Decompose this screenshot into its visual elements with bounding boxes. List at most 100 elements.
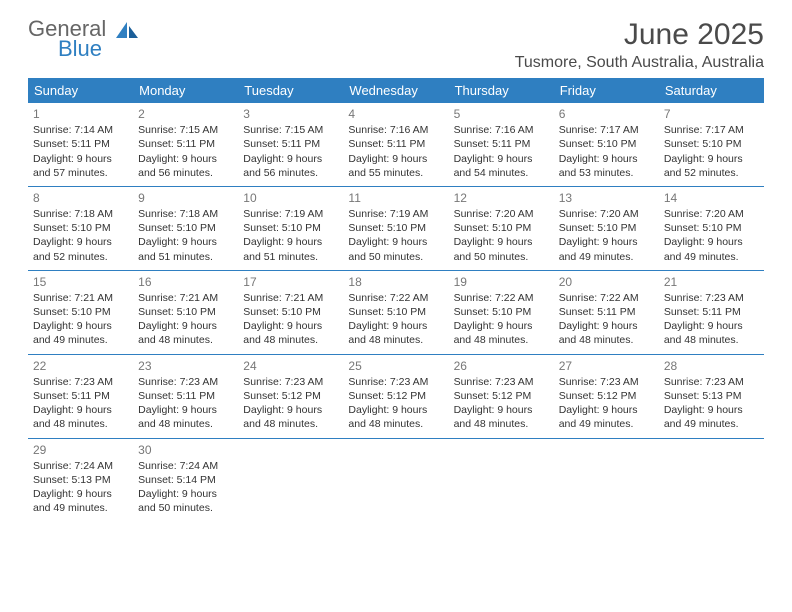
weekday-header: Saturday [659,78,764,103]
location: Tusmore, South Australia, Australia [515,54,764,72]
daylight-text: Daylight: 9 hours [664,403,759,417]
daylight-text: Daylight: 9 hours [243,403,338,417]
day-number: 20 [559,274,654,290]
daylight-text: Daylight: 9 hours [138,235,233,249]
day-number: 4 [348,106,443,122]
daylight-text: and 48 minutes. [138,417,233,431]
day-cell: 18Sunrise: 7:22 AMSunset: 5:10 PMDayligh… [343,271,448,354]
weekday-header: Friday [554,78,659,103]
sunset-text: Sunset: 5:11 PM [138,137,233,151]
daylight-text: Daylight: 9 hours [664,235,759,249]
day-number: 10 [243,190,338,206]
daylight-text: and 48 minutes. [664,333,759,347]
sunset-text: Sunset: 5:10 PM [664,137,759,151]
day-cell: 22Sunrise: 7:23 AMSunset: 5:11 PMDayligh… [28,355,133,438]
day-number: 9 [138,190,233,206]
calendar-page: General Blue June 2025 Tusmore, South Au… [0,0,792,531]
day-number: 8 [33,190,128,206]
day-number: 5 [454,106,549,122]
daylight-text: Daylight: 9 hours [33,152,128,166]
sunset-text: Sunset: 5:11 PM [138,389,233,403]
sunrise-text: Sunrise: 7:23 AM [243,375,338,389]
daylight-text: Daylight: 9 hours [664,319,759,333]
daylight-text: and 54 minutes. [454,166,549,180]
header: General Blue June 2025 Tusmore, South Au… [28,18,764,72]
day-cell [449,439,554,522]
day-cell: 3Sunrise: 7:15 AMSunset: 5:11 PMDaylight… [238,103,343,186]
sunset-text: Sunset: 5:10 PM [138,221,233,235]
sunset-text: Sunset: 5:10 PM [559,137,654,151]
day-cell [554,439,659,522]
day-number: 23 [138,358,233,374]
sunrise-text: Sunrise: 7:23 AM [664,291,759,305]
day-cell: 19Sunrise: 7:22 AMSunset: 5:10 PMDayligh… [449,271,554,354]
sunrise-text: Sunrise: 7:22 AM [454,291,549,305]
sunset-text: Sunset: 5:11 PM [454,137,549,151]
sunset-text: Sunset: 5:12 PM [559,389,654,403]
daylight-text: Daylight: 9 hours [454,152,549,166]
day-number: 27 [559,358,654,374]
day-number: 24 [243,358,338,374]
day-cell: 5Sunrise: 7:16 AMSunset: 5:11 PMDaylight… [449,103,554,186]
sunset-text: Sunset: 5:10 PM [348,305,443,319]
day-cell: 16Sunrise: 7:21 AMSunset: 5:10 PMDayligh… [133,271,238,354]
day-cell [238,439,343,522]
day-number: 22 [33,358,128,374]
sunrise-text: Sunrise: 7:23 AM [348,375,443,389]
daylight-text: and 48 minutes. [243,333,338,347]
day-number: 11 [348,190,443,206]
sunrise-text: Sunrise: 7:15 AM [138,123,233,137]
daylight-text: Daylight: 9 hours [348,319,443,333]
sunset-text: Sunset: 5:11 PM [33,389,128,403]
daylight-text: and 50 minutes. [454,250,549,264]
daylight-text: Daylight: 9 hours [138,403,233,417]
weekday-header: Thursday [449,78,554,103]
daylight-text: and 48 minutes. [138,333,233,347]
sunrise-text: Sunrise: 7:18 AM [138,207,233,221]
day-number: 16 [138,274,233,290]
brand-logo: General Blue [28,18,138,60]
day-cell: 13Sunrise: 7:20 AMSunset: 5:10 PMDayligh… [554,187,659,270]
daylight-text: and 48 minutes. [348,417,443,431]
sunrise-text: Sunrise: 7:17 AM [559,123,654,137]
sunrise-text: Sunrise: 7:22 AM [559,291,654,305]
day-number: 12 [454,190,549,206]
sunset-text: Sunset: 5:10 PM [664,221,759,235]
daylight-text: Daylight: 9 hours [454,319,549,333]
day-cell: 23Sunrise: 7:23 AMSunset: 5:11 PMDayligh… [133,355,238,438]
sunrise-text: Sunrise: 7:21 AM [138,291,233,305]
weekday-header: Sunday [28,78,133,103]
week-row: 1Sunrise: 7:14 AMSunset: 5:11 PMDaylight… [28,103,764,186]
sunset-text: Sunset: 5:10 PM [559,221,654,235]
sunset-text: Sunset: 5:10 PM [454,305,549,319]
sunset-text: Sunset: 5:10 PM [454,221,549,235]
day-cell: 6Sunrise: 7:17 AMSunset: 5:10 PMDaylight… [554,103,659,186]
sunset-text: Sunset: 5:13 PM [33,473,128,487]
day-number: 2 [138,106,233,122]
day-number: 29 [33,442,128,458]
day-cell: 26Sunrise: 7:23 AMSunset: 5:12 PMDayligh… [449,355,554,438]
sunrise-text: Sunrise: 7:24 AM [33,459,128,473]
sunrise-text: Sunrise: 7:14 AM [33,123,128,137]
sunrise-text: Sunrise: 7:16 AM [348,123,443,137]
sail-icon [116,22,138,38]
sunrise-text: Sunrise: 7:21 AM [33,291,128,305]
sunrise-text: Sunrise: 7:20 AM [559,207,654,221]
sunrise-text: Sunrise: 7:23 AM [454,375,549,389]
day-cell: 1Sunrise: 7:14 AMSunset: 5:11 PMDaylight… [28,103,133,186]
calendar-table: Sunday Monday Tuesday Wednesday Thursday… [28,78,764,521]
daylight-text: Daylight: 9 hours [33,403,128,417]
daylight-text: and 52 minutes. [33,250,128,264]
daylight-text: and 49 minutes. [33,501,128,515]
weekday-header: Wednesday [343,78,448,103]
sunset-text: Sunset: 5:11 PM [664,305,759,319]
sunset-text: Sunset: 5:11 PM [33,137,128,151]
day-number: 26 [454,358,549,374]
day-cell: 30Sunrise: 7:24 AMSunset: 5:14 PMDayligh… [133,439,238,522]
daylight-text: and 56 minutes. [138,166,233,180]
sunrise-text: Sunrise: 7:23 AM [33,375,128,389]
daylight-text: and 49 minutes. [33,333,128,347]
daylight-text: Daylight: 9 hours [138,152,233,166]
weekday-header: Tuesday [238,78,343,103]
daylight-text: Daylight: 9 hours [138,319,233,333]
